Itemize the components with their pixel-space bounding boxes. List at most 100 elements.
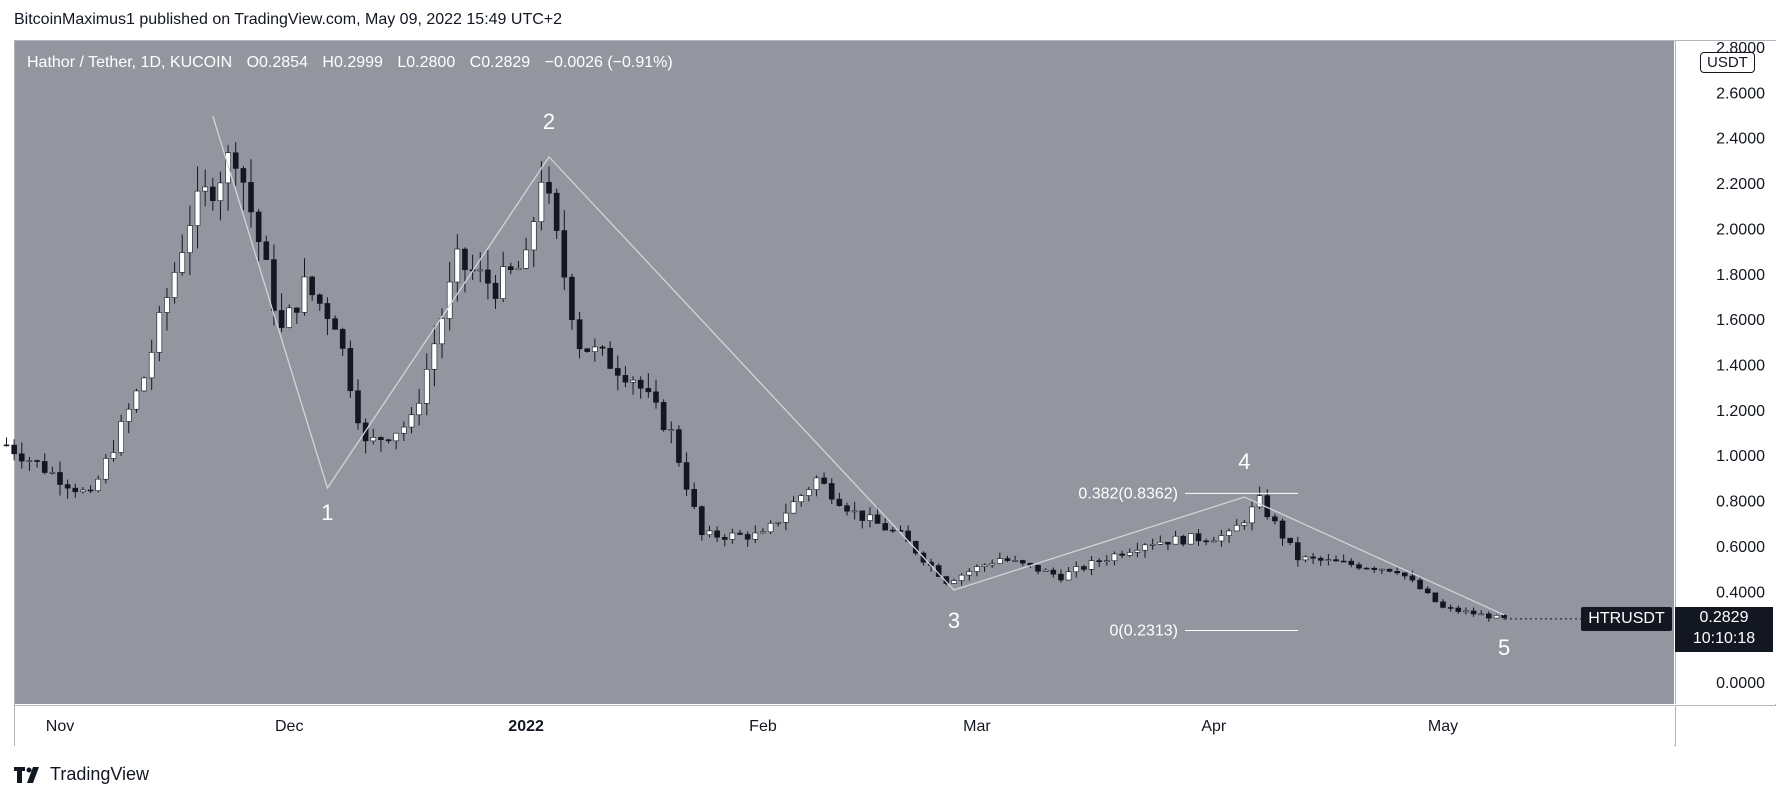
candle-body [347,348,354,392]
candle-body [439,318,445,345]
price-tick-label: 2.0000 [1716,221,1765,238]
candle-body [125,408,132,422]
wave-label: 1 [321,500,333,525]
candle-body [217,182,224,201]
price-tick-label: 2.6000 [1716,85,1765,102]
candle-body [744,534,751,540]
candle-body [714,530,720,538]
candle-body [1287,537,1293,543]
elliott-wave-line [212,115,1505,616]
price-tick-label: 0.8000 [1716,494,1765,511]
candle-body [653,391,659,403]
candle-body [278,310,285,328]
candle-body [462,248,468,271]
price-tick-label: 0.6000 [1716,539,1765,556]
candle-body [645,388,652,393]
candle-body [1470,610,1477,615]
candle-body [1073,566,1080,573]
candle-body [683,462,690,490]
candle-body [1371,567,1378,570]
high-value: 0.2999 [333,54,383,71]
candle-body [1210,540,1217,543]
candle-body [408,414,415,428]
candle-body [1493,614,1500,619]
candle-body [1440,601,1446,608]
candle-body [706,530,713,536]
time-axis[interactable] [15,705,1674,746]
candle-body [1394,571,1400,574]
candle-body [339,329,346,349]
candle-body [1081,566,1087,570]
candle-body [3,444,10,447]
axis-corner [1675,705,1776,746]
candle-body [1104,560,1110,563]
tradingview-logo-icon [14,766,39,783]
last-price-label: 0.2829 10:10:18 [1675,607,1773,652]
candle-body [1096,560,1102,562]
candle-body [867,514,873,521]
footer-branding[interactable]: TradingView [14,764,149,785]
time-tick-label: Dec [275,718,303,735]
close-value: 0.2829 [481,54,531,71]
candle-body [523,249,529,269]
wave-label: 2 [543,109,555,134]
candle-body [1295,542,1301,561]
candle-body [446,281,453,319]
candle-body [660,402,667,431]
candle-body [1157,541,1164,545]
candle-body [637,379,644,389]
candle-body [80,489,86,493]
candle-body [1348,560,1355,565]
time-tick-label: Mar [963,718,991,735]
candle-body [966,571,973,576]
candle-body [775,522,782,524]
candle-body [1272,516,1278,522]
candle-body [1172,535,1179,545]
candle-body [538,181,545,223]
candle-body [194,190,201,226]
price-tick-label: 0.0000 [1716,675,1765,692]
candle-body [240,168,247,183]
candle-body [103,458,109,480]
candle-body [370,437,377,442]
candle-body [454,248,461,283]
candle-body [576,319,583,350]
candle-body [1195,533,1202,542]
candle-body [1279,520,1286,539]
candle-body [294,307,300,313]
candle-body [171,272,178,298]
candle-body [1386,568,1393,572]
candle-body [844,505,850,512]
symbol-name: Hathor / Tether, 1D, KUCOIN [27,54,233,71]
candle-body [1363,567,1370,570]
candle-body [553,192,560,231]
candle-body [332,318,338,330]
wave-label: 5 [1498,635,1510,660]
high-label: H [322,54,334,71]
candle-body [1356,564,1362,569]
ticker-label: HTRUSDT [1581,607,1672,631]
candle-body [1325,559,1332,561]
candle-body [1188,533,1194,545]
candle-body [997,558,1003,564]
time-tick-label: 2022 [508,718,544,735]
bar-countdown: 10:10:18 [1692,630,1756,647]
candle-body [592,346,598,352]
candle-body [607,347,613,369]
candle-body [187,225,193,253]
candle-body [569,276,575,320]
currency-unit-button[interactable]: USDT [1700,52,1755,73]
candle-body [316,294,323,304]
candle-body [1463,610,1469,613]
candle-body [508,266,514,271]
price-tick-label: 1.0000 [1716,448,1765,465]
candle-body [72,487,79,493]
price-axis[interactable] [1675,41,1776,704]
candle-body [790,501,797,514]
candle-body [584,348,591,352]
candle-body [401,426,407,434]
candle-body [1004,558,1011,561]
candle-body [1065,571,1072,581]
time-tick-label: Nov [46,718,74,735]
